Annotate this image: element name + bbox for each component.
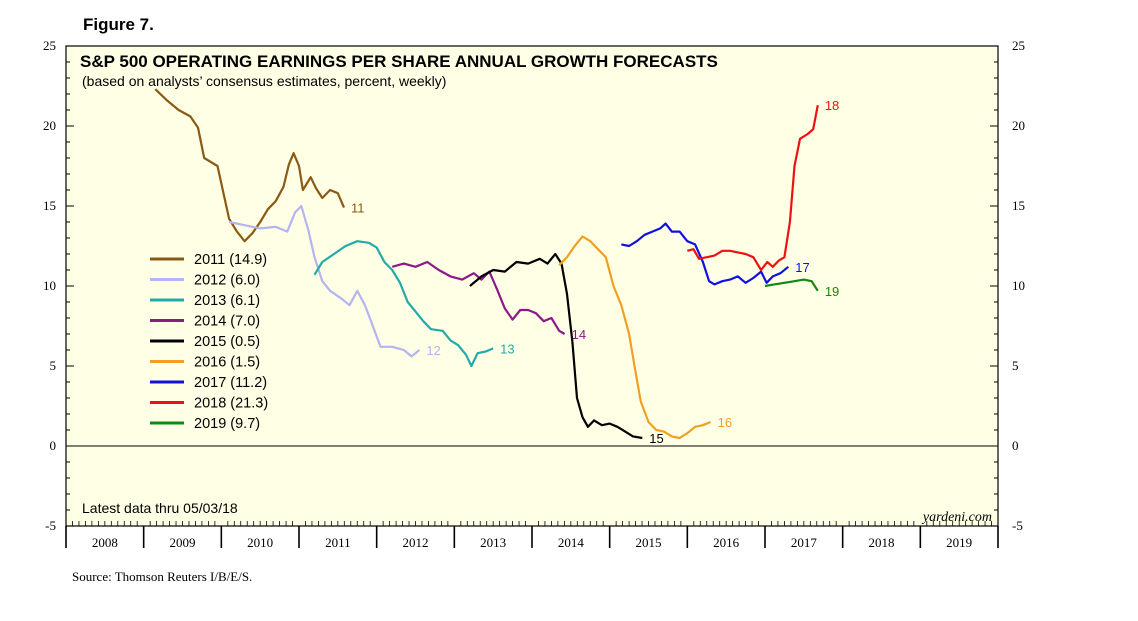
y-tick-label-right: 10: [1012, 278, 1025, 293]
y-tick-label-left: 5: [50, 358, 57, 373]
series-line-15: [469, 252, 643, 440]
x-year-label: 2011: [325, 535, 351, 550]
series-line-17: [621, 222, 789, 286]
series-end-label-15: 15: [649, 431, 663, 446]
x-axis: 2008 2009 2010 2011 2012 2013 2014 2015 2016 2017…: [65, 526, 999, 550]
series-end-label-14: 14: [572, 327, 586, 342]
x-year-label: 2013: [480, 535, 506, 550]
series-line-11: [154, 88, 346, 243]
y-tick-label-left: 15: [43, 198, 56, 213]
legend-label: 2016 (1.5): [194, 355, 260, 371]
x-year-label: 2016: [713, 535, 740, 550]
y-tick-label-left: -5: [45, 518, 56, 533]
x-year-label: 2008: [92, 535, 118, 550]
legend-label: 2019 (9.7): [194, 416, 260, 432]
figure-label: Figure 7.: [83, 15, 154, 34]
series-line-19: [764, 278, 819, 292]
series-end-label-11: 11: [351, 201, 365, 216]
source-note: Source: Thomson Reuters I/B/E/S.: [72, 569, 252, 584]
series-line-18: [687, 104, 819, 272]
y-tick-label-right: 5: [1012, 358, 1019, 373]
legend-label: 2013 (6.1): [194, 293, 260, 309]
x-year-label: 2010: [247, 535, 273, 550]
legend-label: 2015 (0.5): [194, 334, 260, 350]
series-line-14: [391, 260, 566, 335]
legend-label: 2014 (7.0): [194, 314, 260, 330]
series-end-label-18: 18: [825, 98, 839, 113]
y-tick-label-right: 20: [1012, 118, 1025, 133]
chart-title: S&P 500 OPERATING EARNINGS PER SHARE ANN…: [80, 52, 718, 71]
legend-label: 2018 (21.3): [194, 396, 268, 412]
chart-subtitle: (based on analysts’ consensus estimates,…: [82, 73, 446, 89]
y-axis-left: -5 0 5 10 15 20 25: [43, 38, 56, 533]
x-year-label: 2015: [636, 535, 662, 550]
watermark: yardeni.com: [921, 510, 992, 525]
y-axis-right: -5 0 5 10 15 20 25: [1012, 38, 1025, 533]
series-end-label-19: 19: [825, 284, 839, 299]
legend-label: 2017 (11.2): [194, 375, 267, 391]
latest-data-note: Latest data thru 05/03/18: [82, 500, 238, 516]
x-year-label: 2017: [791, 535, 818, 550]
series-line-13: [313, 240, 494, 368]
series-end-label-17: 17: [795, 260, 809, 275]
y-tick-label-right: -5: [1012, 518, 1023, 533]
x-year-label: 2018: [869, 535, 895, 550]
legend: 2011 (14.9) 2012 (6.0) 2013 (6.1) 2014 (7.0…: [150, 252, 268, 432]
series-line-12: [228, 204, 421, 358]
series-layer: 11 12 13 14 15 16 17 18 19: [154, 88, 839, 446]
axis-ticks: [66, 45, 998, 527]
y-tick-label-left: 0: [50, 438, 57, 453]
legend-label: 2011 (14.9): [194, 252, 267, 268]
y-tick-label-right: 15: [1012, 198, 1025, 213]
y-tick-label-left: 25: [43, 38, 56, 53]
series-end-label-16: 16: [718, 415, 732, 430]
series-line-16: [558, 235, 712, 440]
y-tick-label-right: 25: [1012, 38, 1025, 53]
series-end-label-12: 12: [426, 343, 440, 358]
x-year-label: 2009: [170, 535, 196, 550]
x-year-label: 2014: [558, 535, 585, 550]
x-year-label: 2019: [946, 535, 972, 550]
x-year-label: 2012: [403, 535, 429, 550]
y-tick-label-left: 10: [43, 278, 56, 293]
series-end-label-13: 13: [500, 341, 514, 356]
y-tick-label-left: 20: [43, 118, 56, 133]
y-tick-label-right: 0: [1012, 438, 1019, 453]
legend-label: 2012 (6.0): [194, 273, 260, 289]
